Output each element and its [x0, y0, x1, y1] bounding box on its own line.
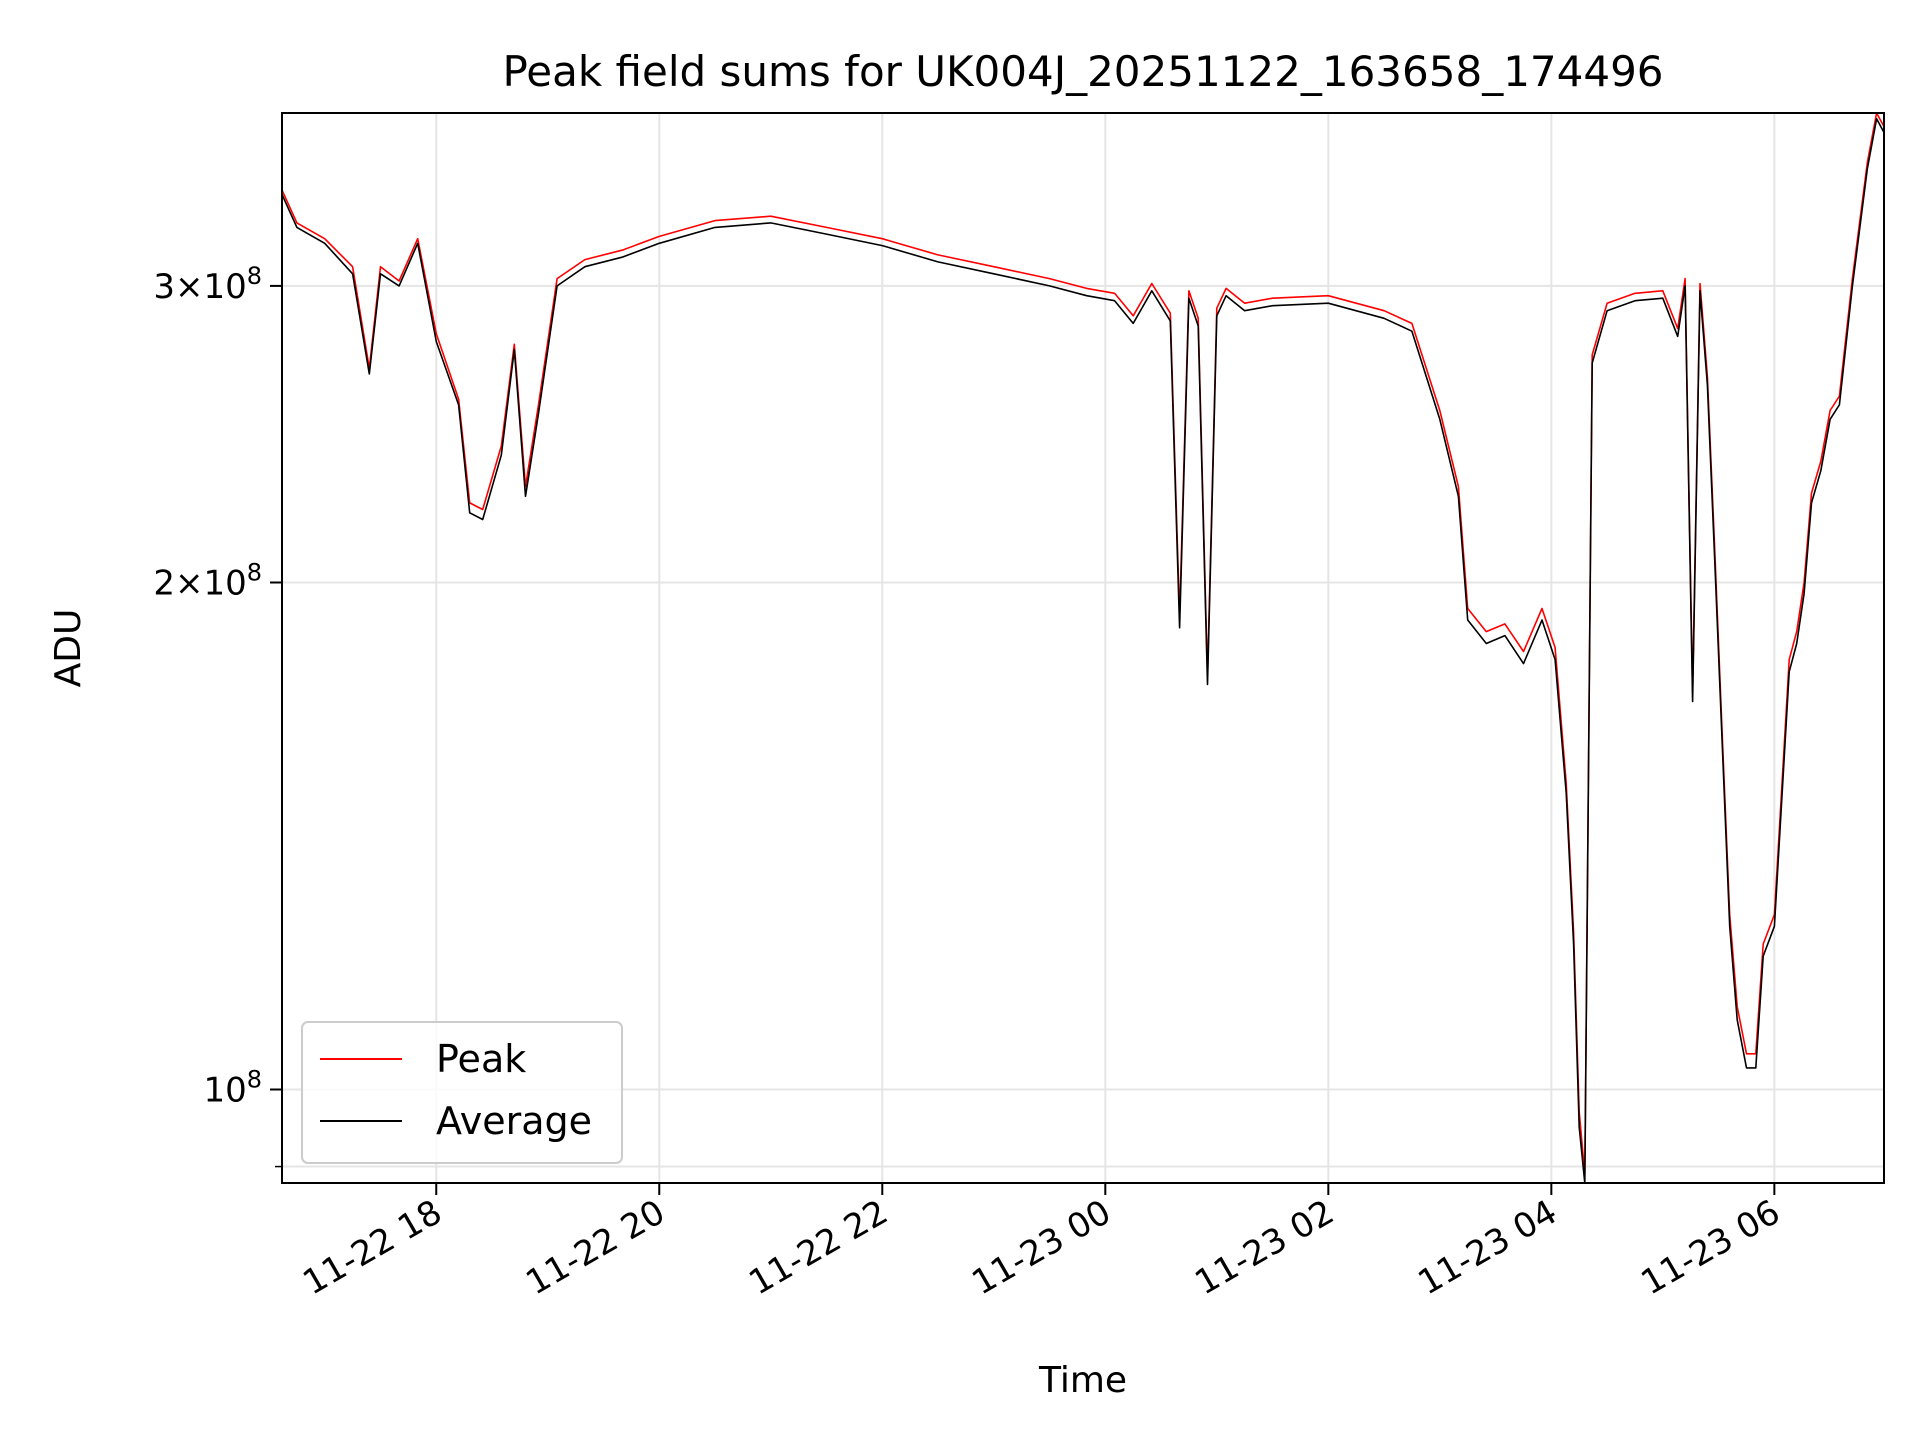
- series-lines: [281, 112, 1885, 1184]
- series-line-average: [281, 118, 1885, 1184]
- chart-title: Peak field sums for UK004J_20251122_1636…: [502, 47, 1663, 96]
- x-axis-label: Time: [1038, 1360, 1127, 1401]
- legend-box: [301, 1021, 623, 1164]
- y-tick-label: 108: [203, 1065, 262, 1110]
- y-axis: 3×108 2×108 108: [153, 262, 282, 1168]
- plot-frame: [281, 112, 1885, 1184]
- y-tick-label: 3×108: [153, 262, 262, 307]
- y-tick-label: 2×108: [153, 558, 262, 603]
- legend-label-average: Average: [436, 1099, 592, 1143]
- legend: Peak Average: [301, 1021, 623, 1164]
- y-axis-label: ADU: [48, 609, 89, 688]
- legend-label-peak: Peak: [436, 1037, 526, 1081]
